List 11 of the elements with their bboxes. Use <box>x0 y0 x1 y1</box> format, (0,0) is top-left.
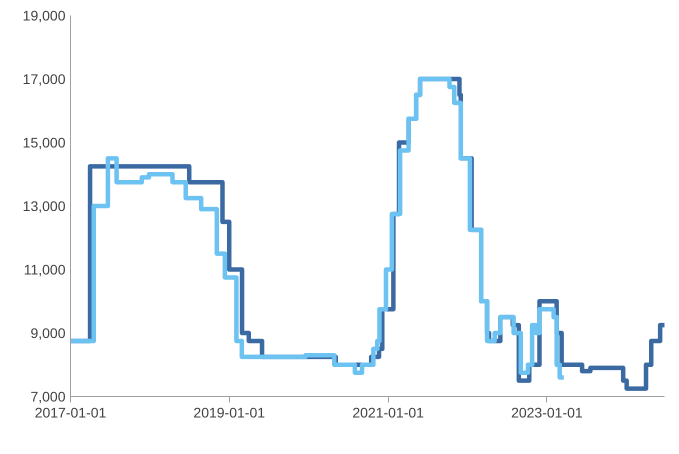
y-tick-label: 7,000 <box>30 388 66 404</box>
y-tick-label: 11,000 <box>24 262 66 278</box>
y-tick-label: 19,000 <box>22 8 66 24</box>
y-tick-label: 13,000 <box>22 198 66 214</box>
y-tick-label: 15,000 <box>22 134 66 150</box>
x-tick-label: 2021-01-01 <box>352 404 424 420</box>
y-tick-label: 9,000 <box>30 325 66 341</box>
x-tick-label: 2019-01-01 <box>193 404 266 420</box>
x-tick-label: 2017-01-01 <box>34 404 107 420</box>
x-tick-label: 2023-01-01 <box>511 404 583 420</box>
y-tick-label: 17,000 <box>22 71 66 87</box>
